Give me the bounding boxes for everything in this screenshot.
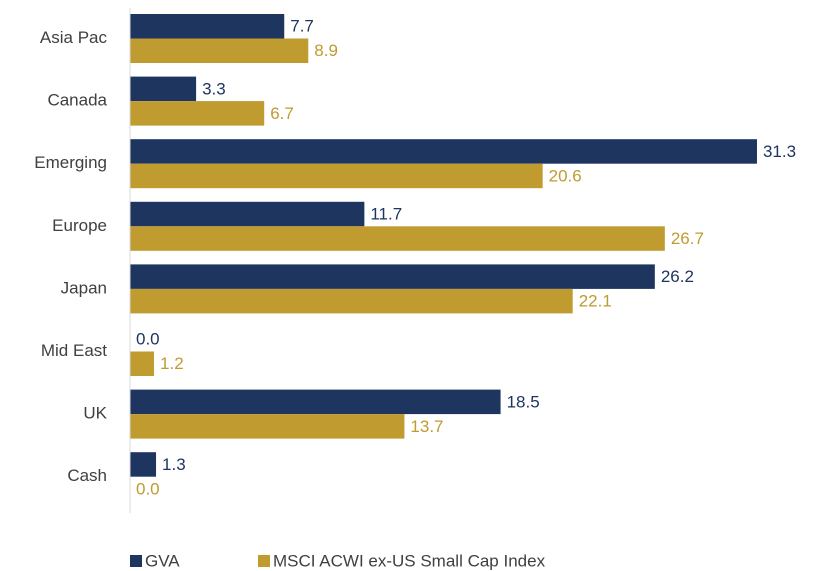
legend-label: GVA xyxy=(145,551,180,570)
legend-swatch xyxy=(258,555,270,567)
bar xyxy=(130,139,757,164)
data-label: 3.3 xyxy=(202,79,226,98)
bar xyxy=(130,452,157,477)
category-label: Emerging xyxy=(34,153,107,172)
data-label: 22.1 xyxy=(579,292,612,311)
bar xyxy=(130,389,501,415)
legend-swatch xyxy=(130,555,142,567)
category-label: Mid East xyxy=(41,341,107,360)
data-label: 13.7 xyxy=(410,417,443,436)
bar xyxy=(130,351,155,376)
bar xyxy=(130,414,405,439)
data-label: 6.7 xyxy=(270,104,294,123)
data-label: 11.7 xyxy=(370,205,402,224)
bar xyxy=(130,163,543,189)
bar xyxy=(130,14,285,39)
bar xyxy=(130,201,365,227)
data-label: 20.6 xyxy=(549,166,582,185)
data-label: 8.9 xyxy=(314,41,338,60)
data-label: 0.0 xyxy=(136,479,160,498)
data-label: 1.3 xyxy=(162,455,186,474)
data-label: 31.3 xyxy=(763,142,796,161)
data-label: 26.7 xyxy=(671,229,704,248)
category-label: Canada xyxy=(47,91,107,110)
data-label: 26.2 xyxy=(661,267,694,286)
data-label: 18.5 xyxy=(507,392,540,411)
bar xyxy=(130,288,573,314)
category-label: Japan xyxy=(61,278,107,297)
bar xyxy=(130,76,197,102)
bar xyxy=(130,226,665,251)
bar xyxy=(130,38,309,63)
data-label: 0.0 xyxy=(136,330,160,349)
bar xyxy=(130,101,265,126)
category-label: UK xyxy=(83,404,107,423)
legend-label: MSCI ACWI ex-US Small Cap Index xyxy=(273,551,546,570)
category-label: Europe xyxy=(52,216,107,235)
bar xyxy=(130,264,655,289)
data-label: 1.2 xyxy=(160,354,184,373)
category-label: Cash xyxy=(67,466,107,485)
category-label: Asia Pac xyxy=(40,28,108,47)
data-label: 7.7 xyxy=(290,17,314,36)
